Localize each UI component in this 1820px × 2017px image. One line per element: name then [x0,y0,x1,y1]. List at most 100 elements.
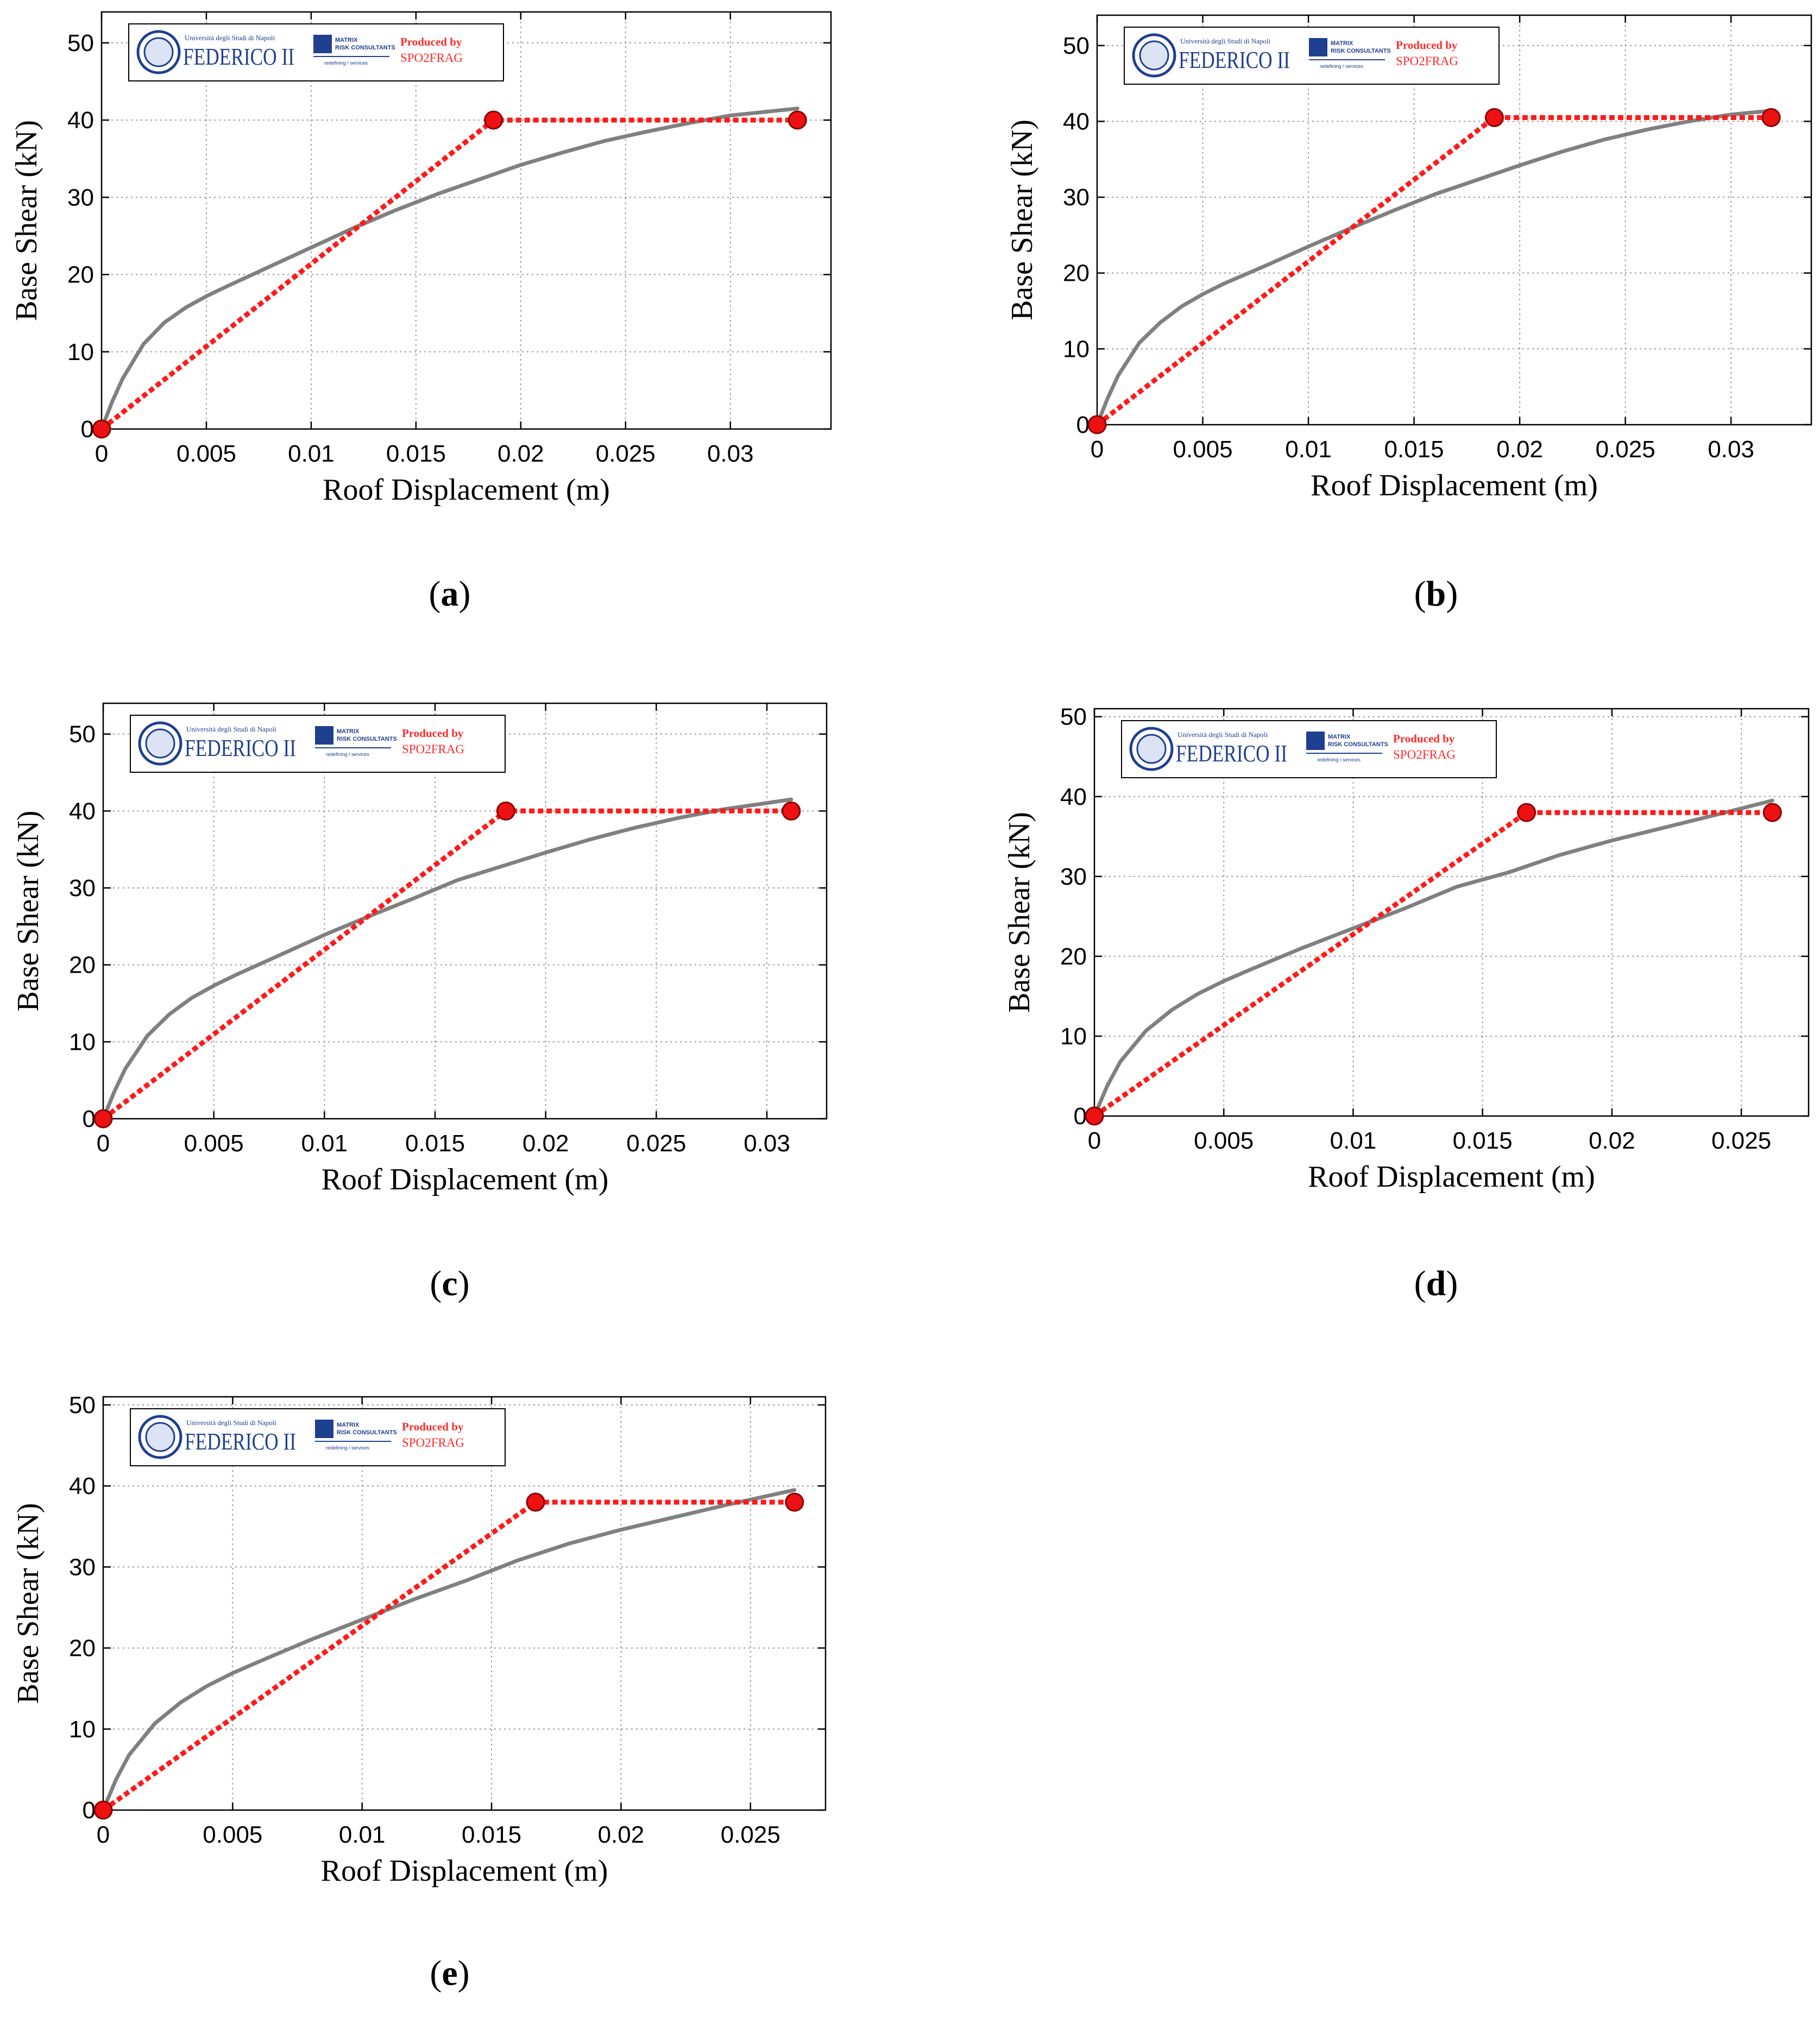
logo-product-name: SPO2FRAG [402,1436,464,1449]
axes-frame [1093,708,1810,1117]
y-tick-label: 30 [1063,184,1090,211]
x-tick-label: 0.015 [462,1821,521,1848]
y-tick-label: 0 [1074,1103,1087,1130]
x-tick-label: 0 [97,1821,110,1848]
y-tick-label: 10 [67,339,94,365]
capacity-curve-line [1092,798,1774,1118]
bilinear-point-marker [496,801,515,821]
logo-university-name: FEDERICO II [183,43,294,70]
logo-university-name: FEDERICO II [1176,740,1287,767]
producer-logo: Università degli Studi di NapoliFEDERICO… [1121,720,1497,778]
y-tick-label: 0 [1076,412,1090,438]
bilinear-approximation-line [1093,810,1773,1118]
bilinear-point-marker [788,110,807,130]
caption-open: ( [430,1264,442,1303]
x-axis-label: Roof Displacement (m) [1311,469,1598,502]
bilinear-approximation-line [1095,115,1772,427]
y-tick-label: 10 [1060,1023,1087,1050]
y-tick-label: 30 [1060,863,1087,890]
caption-open: ( [1414,574,1426,614]
y-tick-label: 30 [69,1554,96,1580]
x-tick-label: 0.01 [288,440,335,467]
caption-close: ) [458,1953,470,1993]
x-tick-label: 0.03 [744,1130,790,1157]
caption-open: ( [430,1953,442,1993]
x-tick-label: 0.01 [301,1130,348,1157]
x-tick-label: 0.015 [1384,436,1444,463]
y-tick-label: 0 [83,1797,96,1824]
y-axis-label: Base Shear (kN) [11,1503,45,1704]
x-tick-label: 0.02 [522,1130,569,1157]
x-axis-label: Roof Displacement (m) [322,1163,609,1196]
y-axis-label: Base Shear (kN) [10,120,43,321]
x-tick-label: 0.02 [497,440,544,467]
logo-matrix-line2: RISK CONSULTANTS [1331,48,1391,54]
logo-matrix-line1: MATRIX [337,1422,360,1428]
x-tick-label: 0.005 [184,1130,244,1157]
y-tick-label: 30 [69,875,96,902]
x-axis-label: Roof Displacement (m) [323,473,610,507]
y-tick-label: 40 [1063,108,1090,135]
x-tick-label: 0.005 [203,1821,262,1848]
x-axis-label: Roof Displacement (m) [1308,1160,1595,1194]
y-tick-label: 50 [1060,704,1087,730]
caption-letter: c [442,1264,457,1303]
bilinear-point-marker [526,1492,545,1512]
logo-matrix-line2: RISK CONSULTANTS [337,1429,397,1436]
bilinear-point-marker [1085,1106,1104,1126]
seal-inner-icon [145,1422,175,1452]
caption-letter: b [1426,574,1446,614]
x-tick-label: 0.025 [721,1821,780,1848]
logo-matrix-tagline: redefining / services [326,752,370,757]
logo-matrix-tagline: redefining / services [324,60,368,66]
capacity-curve-line [1095,109,1773,427]
x-tick-label: 0.025 [1711,1127,1771,1154]
x-tick-label: 0 [1091,436,1104,463]
y-tick-label: 20 [69,952,96,979]
bilinear-point-marker [1087,415,1107,434]
logo-produced-by: Produced by [402,1420,464,1433]
y-axis-label: Base Shear (kN) [1005,119,1039,320]
logo-matrix-line1: MATRIX [335,37,358,43]
x-tick-label: 0.02 [1589,1127,1635,1154]
bilinear-point-marker [785,1492,804,1512]
x-tick-label: 0.01 [339,1821,386,1848]
bilinear-point-marker [782,801,801,821]
logo-university-small: Università degli Studi di Napoli [185,34,275,42]
caption-letter: d [1426,1264,1446,1303]
chart-panel-b: 0 0.005 0.01 0.015 0.02 0.025 0.03 0 10 20 30 40 50 R… [1005,14,1812,614]
axes-frame [1096,14,1812,426]
caption-close: ) [458,1264,470,1303]
axes-frame [102,1396,827,1811]
logo-university-name: FEDERICO II [1179,47,1290,73]
panel-caption: (e) [430,1953,469,1993]
bilinear-point-marker [1484,108,1504,127]
matrix-logo-icon [315,1420,333,1438]
logo-matrix-line2: RISK CONSULTANTS [337,736,397,742]
axes-frame [102,702,828,1120]
y-tick-label: 10 [69,1029,96,1055]
x-tick-label: 0.025 [596,440,656,467]
x-tick-label: 0 [1088,1127,1101,1154]
logo-produced-by: Produced by [1393,732,1455,745]
capacity-curve-line [101,797,794,1121]
logo-university-small: Università degli Studi di Napoli [1180,37,1270,45]
logo-university-name: FEDERICO II [185,1428,296,1455]
y-tick-label: 30 [67,184,94,211]
y-tick-label: 50 [69,1392,96,1419]
seal-inner-icon [143,37,174,67]
x-tick-label: 0.01 [1285,436,1332,463]
producer-logo: Università degli Studi di NapoliFEDERICO… [130,715,506,773]
matrix-logo-icon [315,726,333,745]
x-tick-label: 0.005 [1173,436,1232,463]
y-tick-label: 20 [1060,943,1087,970]
y-tick-label: 10 [1063,336,1090,362]
caption-letter: e [442,1953,457,1993]
logo-matrix-tagline: redefining / services [326,1445,370,1451]
y-tick-label: 40 [1060,784,1087,810]
x-tick-label: 0.015 [386,440,446,467]
y-axis-label: Base Shear (kN) [1003,812,1036,1013]
logo-product-name: SPO2FRAG [1393,748,1456,761]
charts-root: 0 0.005 0.01 0.015 0.02 0.025 0.03 0 10 20 30 40 50 R… [10,11,1812,1993]
y-tick-label: 50 [69,721,96,748]
